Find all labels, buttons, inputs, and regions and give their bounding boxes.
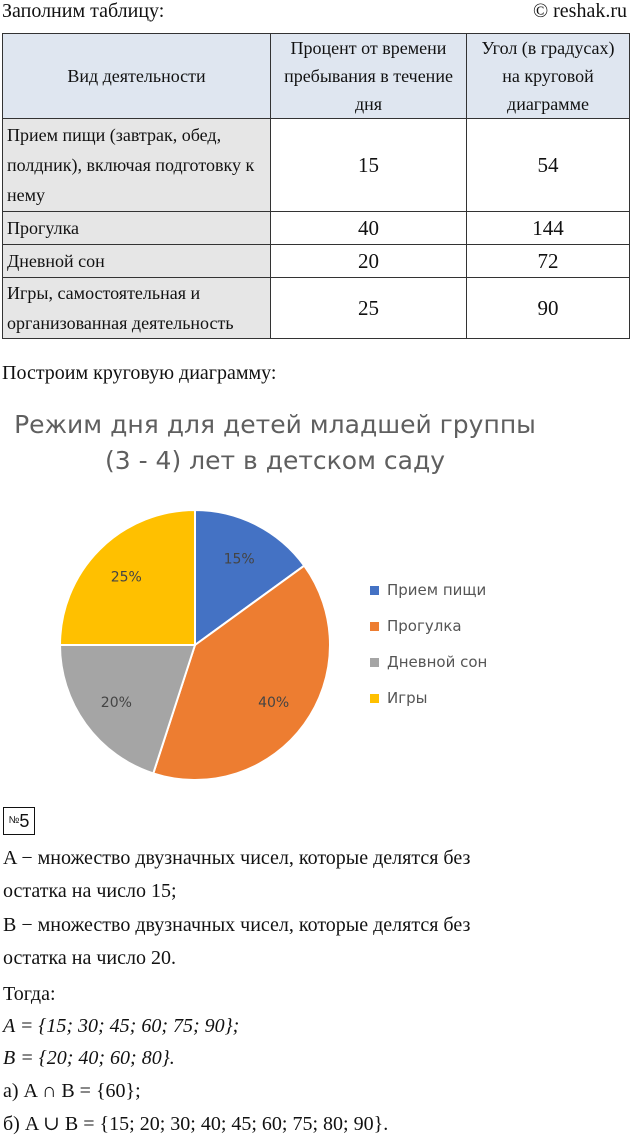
angle-cell: 90 [466, 277, 630, 339]
legend-swatch [370, 621, 379, 631]
percent-cell: 20 [270, 244, 467, 278]
column-header: Угол (в градусах) на круговой диаграмме [466, 33, 630, 119]
pie-slice [152, 564, 331, 781]
task-line: Тогда: [3, 983, 56, 1005]
task-line: B − множество двузначных чисел, которые … [3, 914, 471, 936]
legend-label: Дневной сон [387, 653, 488, 671]
task-line: остатка на число 15; [3, 880, 177, 902]
legend-swatch [370, 693, 379, 703]
pie-slice-label: 15% [224, 551, 255, 567]
legend-label: Прием пищи [387, 581, 487, 599]
column-header: Процент от времени пребывания в течение … [270, 33, 467, 119]
chart-title-line1: Режим дня для детей младшей группы [14, 410, 536, 439]
pie-slice [58, 644, 197, 775]
table-row: Прием пищи (завтрак, обед, полдник), вкл… [2, 118, 630, 212]
column-header: Вид деятельности [2, 33, 271, 119]
number-sign: № [8, 815, 20, 826]
pie-chart: 15% 40% 20% 25% [58, 508, 331, 781]
pie-slice-label: 20% [101, 695, 132, 711]
chart-legend: Прием пищи Прогулка Дневной сон Игры [370, 572, 487, 716]
set-b-line: B = {20; 40; 60; 80}. [3, 1047, 175, 1069]
activity-table: Вид деятельности Процент от времени преб… [2, 33, 630, 339]
percent-cell: 25 [270, 277, 467, 339]
pie-slice-label: 25% [111, 569, 142, 585]
angle-cell: 144 [466, 211, 630, 245]
task-number: 5 [19, 811, 30, 831]
watermark-text: © reshak.ru [532, 0, 627, 22]
chart-title: Режим дня для детей младшей группы (3 - … [0, 407, 550, 479]
pie-slice [58, 508, 196, 646]
legend-item: Игры [370, 680, 487, 716]
legend-item: Прием пищи [370, 572, 487, 608]
activity-cell: Дневной сон [2, 244, 271, 278]
activity-cell: Прогулка [2, 211, 271, 245]
percent-cell: 40 [270, 211, 467, 245]
intersection-line: а) A ∩ B = {60}; [3, 1080, 141, 1102]
table-row: Дневной сон 20 72 [2, 244, 630, 278]
pie-slice-label: 40% [258, 695, 289, 711]
set-a-line: A = {15; 30; 45; 60; 75; 90}; [3, 1015, 240, 1037]
legend-swatch [370, 585, 379, 595]
table-header-row: Вид деятельности Процент от времени преб… [2, 33, 630, 119]
angle-cell: 54 [466, 118, 630, 212]
legend-item: Дневной сон [370, 644, 487, 680]
task-line: A − множество двузначных чисел, которые … [3, 847, 471, 869]
angle-cell: 72 [466, 244, 630, 278]
task-line: остатка на число 20. [3, 947, 176, 969]
table-row: Игры, самостоятельная и организованная д… [2, 277, 630, 339]
legend-swatch [370, 657, 379, 667]
union-line: б) A ∪ B = {15; 20; 30; 40; 45; 60; 75; … [3, 1113, 389, 1135]
percent-cell: 15 [270, 118, 467, 212]
pie-caption: Построим круговую диаграмму: [2, 362, 277, 384]
activity-cell: Прием пищи (завтрак, обед, полдник), вкл… [2, 118, 271, 212]
legend-item: Прогулка [370, 608, 487, 644]
activity-cell: Игры, самостоятельная и организованная д… [2, 277, 271, 339]
legend-label: Игры [387, 689, 428, 707]
header-title: Заполним таблицу: [2, 0, 165, 22]
table-row: Прогулка 40 144 [2, 211, 630, 245]
pie-slice [194, 508, 306, 647]
legend-label: Прогулка [387, 617, 462, 635]
chart-title-line2: (3 - 4) лет в детском саду [104, 446, 446, 475]
task-number-badge: №5 [3, 807, 35, 835]
